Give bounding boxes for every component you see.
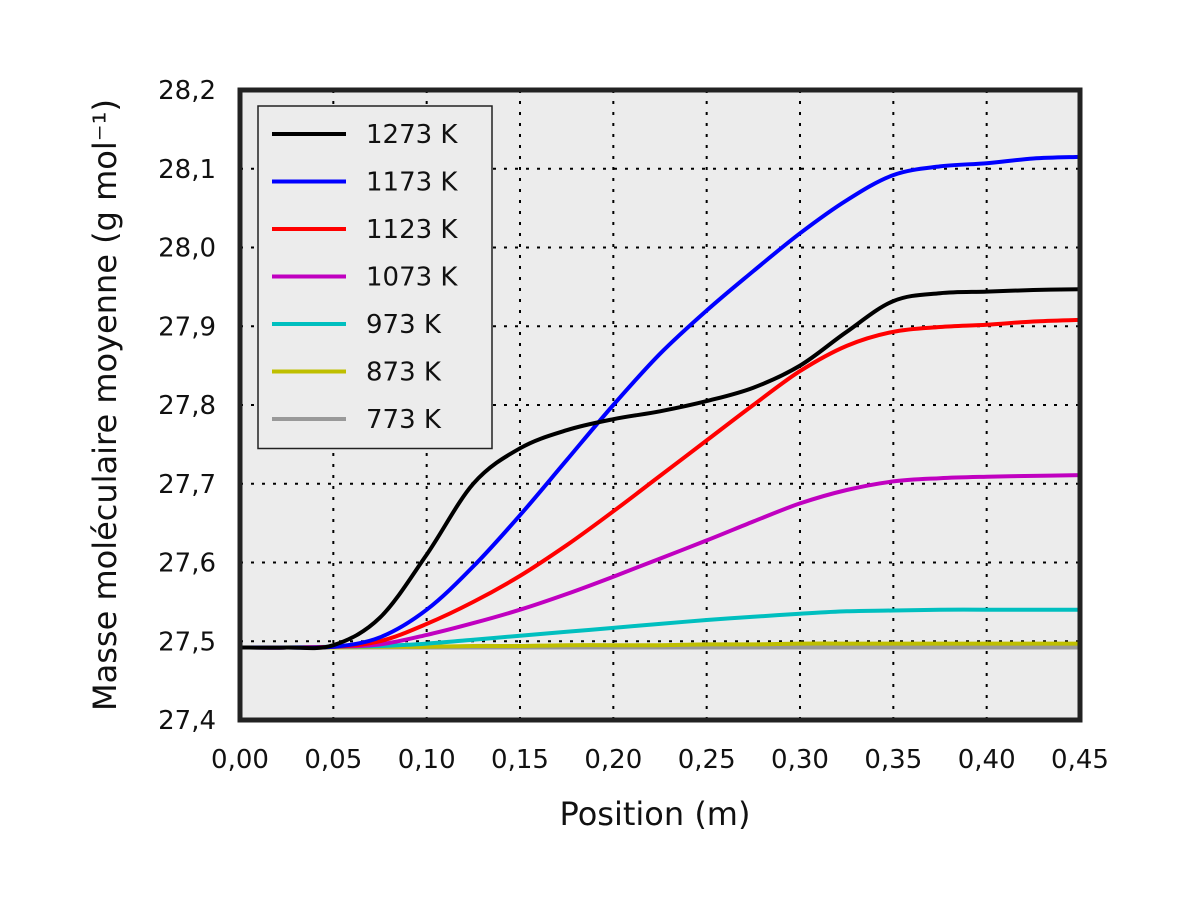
x-tick-label: 0,30 <box>771 745 829 775</box>
legend-label: 1273 K <box>366 120 458 150</box>
x-tick-label: 0,45 <box>1051 745 1109 775</box>
series-line-1273-k <box>238 287 1082 651</box>
legend-label: 873 K <box>366 358 442 388</box>
series-line-1073-k <box>238 473 1082 650</box>
grid <box>240 90 1080 720</box>
legend-label: 1123 K <box>366 215 458 245</box>
series-lines <box>238 154 1082 651</box>
y-axis-label: Masse moléculaire moyenne (g mol⁻¹) <box>86 99 124 711</box>
plot-frame <box>237 87 1083 723</box>
legend-label: 773 K <box>366 405 442 435</box>
x-tick-label: 0,10 <box>398 745 456 775</box>
y-tick-label: 27,7 <box>158 470 216 500</box>
x-tick-label: 0,15 <box>491 745 549 775</box>
y-tick-label: 27,8 <box>158 391 216 421</box>
y-tick-label: 28,1 <box>158 155 216 185</box>
x-tick-label: 0,40 <box>958 745 1016 775</box>
x-tick-label: 0,00 <box>211 745 269 775</box>
y-tick-label: 28,0 <box>158 234 216 264</box>
x-tick-label: 0,20 <box>584 745 642 775</box>
series-line-1173-k <box>238 154 1082 650</box>
y-tick-label: 27,6 <box>158 549 216 579</box>
legend-label: 1073 K <box>366 263 458 293</box>
x-tick-label: 0,25 <box>678 745 736 775</box>
y-axis-ticks: 27,4 27,5 27,6 27,7 27,8 27,9 28,0 28,1 28,2 <box>158 76 216 736</box>
y-tick-label: 27,4 <box>158 706 216 736</box>
legend: 1273 K 1173 K 1123 K 1073 K 973 K 873 K 773 K <box>257 105 493 450</box>
legend-label: 973 K <box>366 310 442 340</box>
y-tick-label: 28,2 <box>158 76 216 106</box>
x-axis-label: Position (m) <box>560 795 751 833</box>
x-axis-ticks: 0,00 0,05 0,10 0,15 0,20 0,25 0,30 0,35 0,40 0,45 <box>211 745 1109 775</box>
series-line-1123-k <box>238 317 1082 650</box>
y-tick-label: 27,9 <box>158 312 216 342</box>
x-tick-label: 0,05 <box>304 745 362 775</box>
x-tick-label: 0,35 <box>864 745 922 775</box>
legend-label: 1173 K <box>366 168 458 198</box>
y-tick-label: 27,5 <box>158 627 216 657</box>
